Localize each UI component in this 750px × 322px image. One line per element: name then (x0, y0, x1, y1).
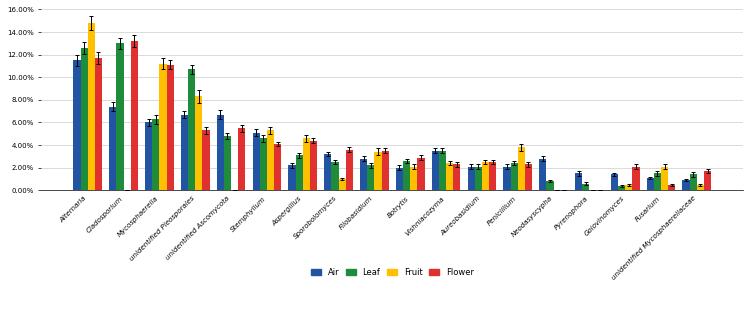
Bar (489, 162, 496, 190)
Bar (303, 138, 310, 190)
Bar (288, 166, 296, 190)
Bar (575, 173, 582, 190)
Bar (511, 163, 518, 190)
Bar (539, 159, 546, 190)
Bar (80, 48, 88, 190)
Bar (181, 115, 188, 190)
Bar (338, 179, 346, 190)
Bar (546, 181, 554, 190)
Bar (704, 171, 711, 190)
Bar (238, 128, 245, 190)
Bar (417, 157, 424, 190)
Bar (195, 97, 202, 190)
Bar (682, 180, 690, 190)
Bar (453, 164, 460, 190)
Bar (159, 64, 166, 190)
Bar (94, 58, 102, 190)
Legend: Air, Leaf, Fruit, Flower: Air, Leaf, Fruit, Flower (308, 264, 477, 280)
Bar (503, 166, 511, 190)
Bar (116, 43, 124, 190)
Bar (110, 107, 116, 190)
Bar (253, 133, 260, 190)
Bar (346, 150, 352, 190)
Bar (166, 65, 174, 190)
Bar (626, 185, 632, 190)
Bar (332, 162, 338, 190)
Bar (267, 130, 274, 190)
Bar (296, 155, 303, 190)
Bar (360, 159, 368, 190)
Bar (582, 184, 590, 190)
Bar (310, 141, 317, 190)
Bar (145, 122, 152, 190)
Bar (439, 151, 446, 190)
Bar (632, 166, 640, 190)
Bar (374, 152, 382, 190)
Bar (668, 185, 675, 190)
Bar (690, 175, 697, 190)
Bar (475, 166, 482, 190)
Bar (396, 168, 403, 190)
Bar (697, 185, 704, 190)
Bar (88, 23, 94, 190)
Bar (610, 175, 618, 190)
Bar (518, 147, 525, 190)
Bar (403, 161, 410, 190)
Bar (260, 138, 267, 190)
Bar (152, 119, 159, 190)
Bar (74, 60, 80, 190)
Bar (482, 162, 489, 190)
Bar (274, 144, 281, 190)
Bar (382, 151, 388, 190)
Bar (202, 130, 209, 190)
Bar (410, 166, 417, 190)
Bar (217, 115, 223, 190)
Bar (654, 173, 661, 190)
Bar (646, 178, 654, 190)
Bar (188, 69, 195, 190)
Bar (432, 151, 439, 190)
Bar (224, 136, 231, 190)
Bar (324, 154, 332, 190)
Bar (446, 163, 453, 190)
Bar (618, 186, 626, 190)
Bar (368, 166, 374, 190)
Bar (130, 41, 138, 190)
Bar (525, 164, 532, 190)
Bar (467, 166, 475, 190)
Bar (661, 166, 668, 190)
